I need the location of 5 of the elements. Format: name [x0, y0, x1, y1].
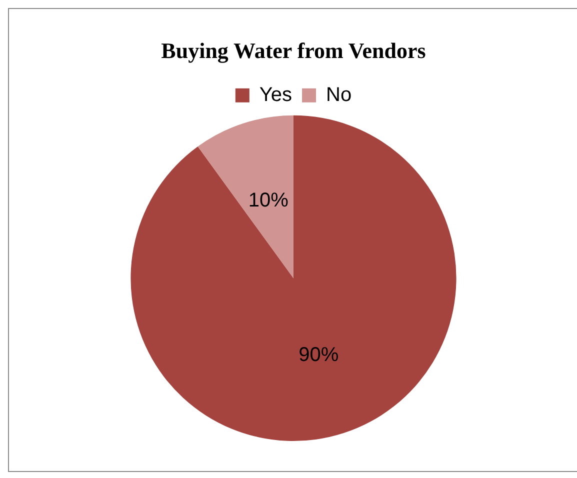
legend-label: Yes: [259, 84, 292, 106]
chart-title: Buying Water from Vendors: [161, 38, 426, 63]
data-label: 10%: [248, 189, 289, 212]
data-label: 90%: [298, 344, 339, 366]
legend-label: No: [326, 84, 352, 106]
